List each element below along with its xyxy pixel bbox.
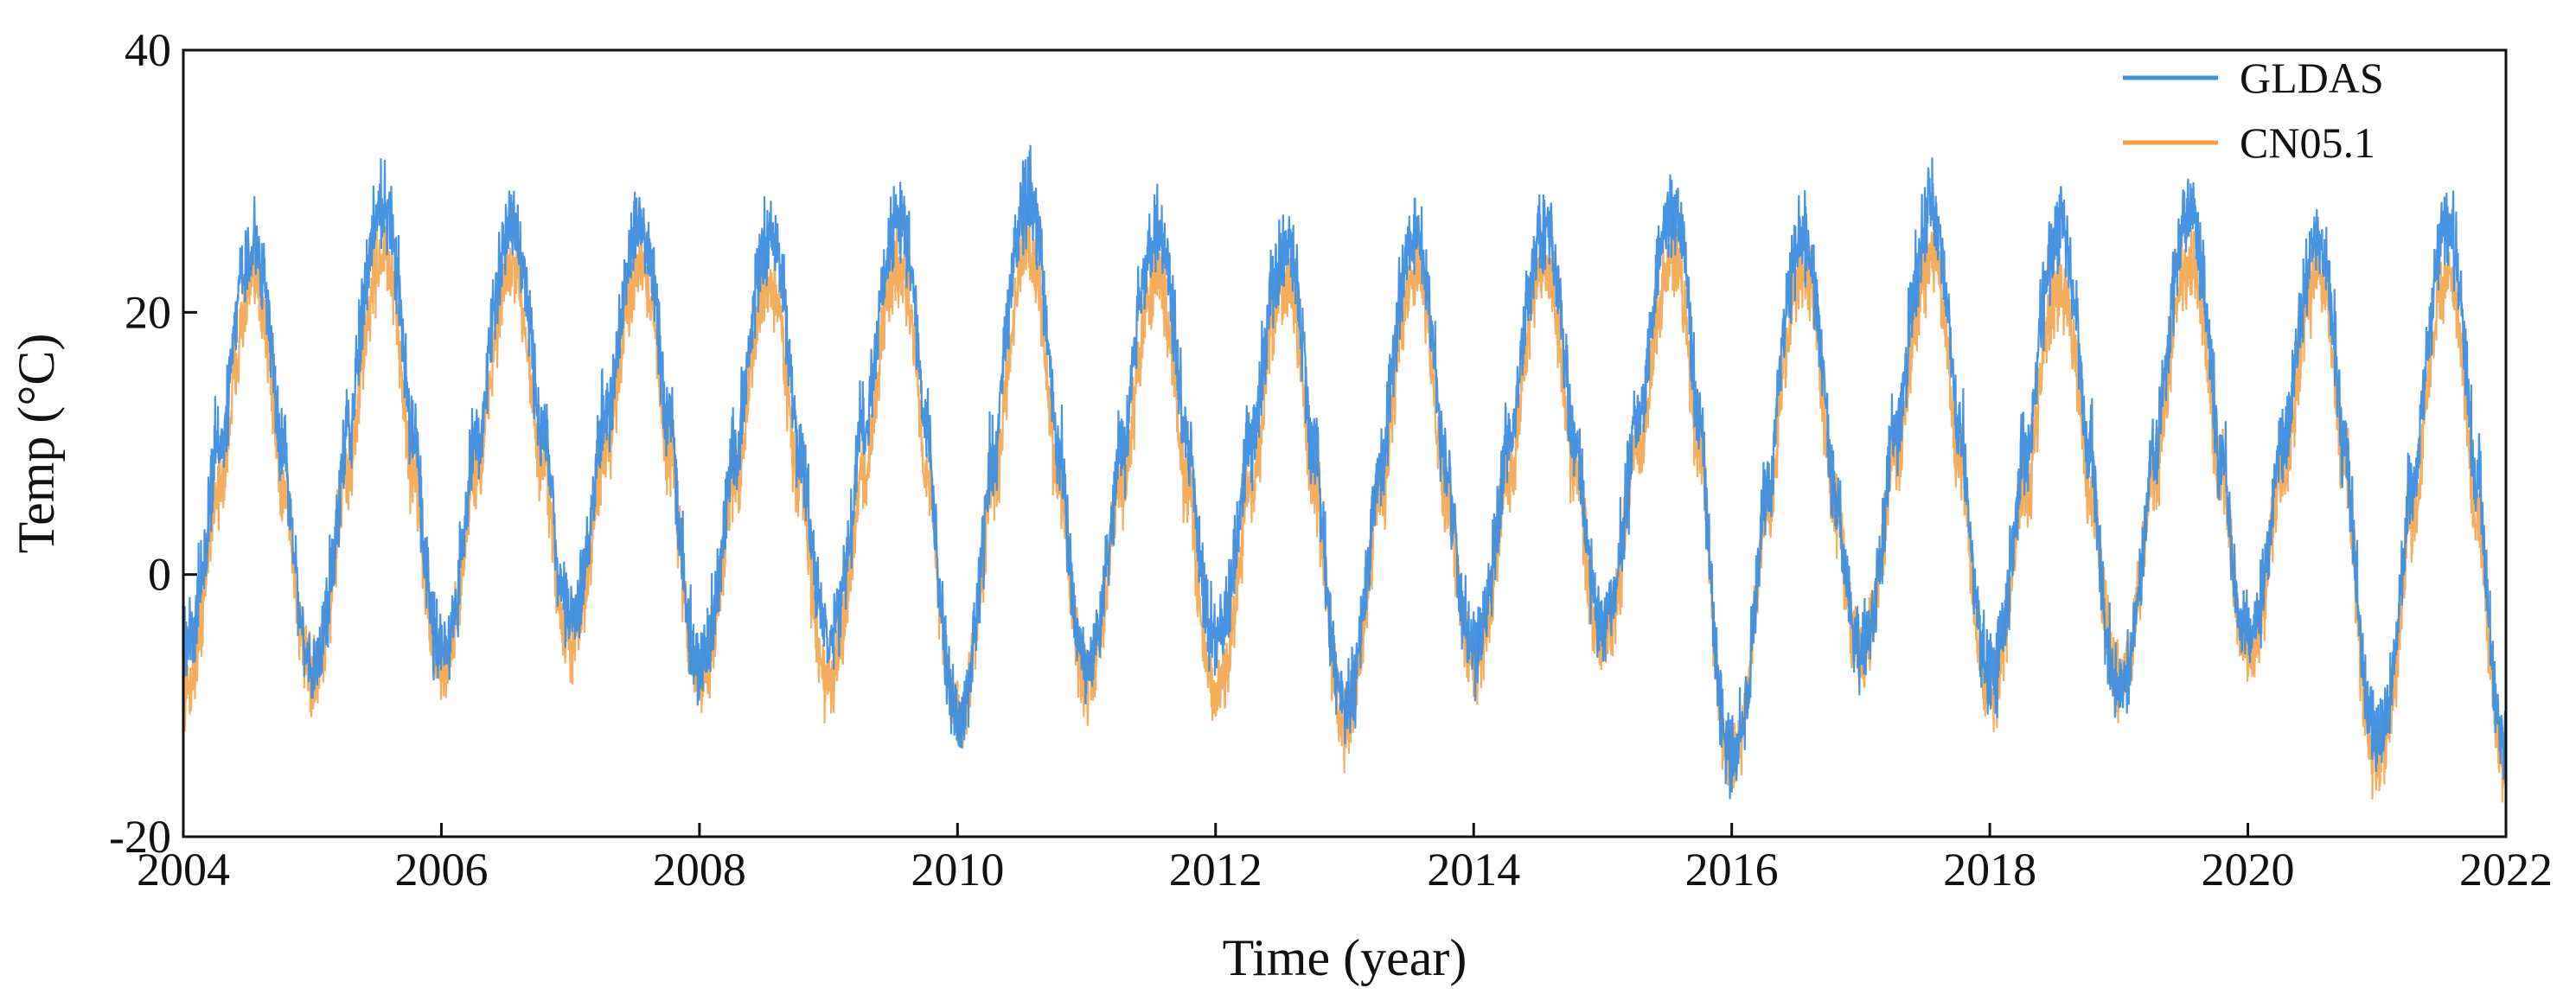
series-line-cn051 — [182, 201, 2508, 803]
y-tick-label: 20 — [125, 286, 171, 338]
plot-frame — [182, 48, 2508, 838]
x-axis-title: Time (year) — [1223, 929, 1467, 986]
x-tick-label: 2016 — [1685, 844, 1779, 895]
y-tick-label: 40 — [125, 24, 171, 76]
legend-label-gldas: GLDAS — [2240, 54, 2384, 102]
x-tick-label: 2004 — [137, 844, 230, 895]
x-tick-label: 2010 — [911, 844, 1004, 895]
x-tick-label: 2012 — [1169, 844, 1262, 895]
legend-label-cn051: CN05.1 — [2240, 118, 2375, 167]
y-tick-label: 0 — [148, 549, 171, 601]
series-layer — [182, 144, 2508, 803]
ticks-layer: 2004 2006 2008 2010 2012 2014 2016 2018 2020 2022… — [109, 24, 2553, 895]
y-axis-title: Temp (°C) — [8, 334, 65, 554]
x-tick-label: 2018 — [1943, 844, 2036, 895]
x-tick-label: 2020 — [2202, 844, 2295, 895]
x-tick-label: 2006 — [394, 844, 488, 895]
x-tick-label: 2022 — [2459, 844, 2553, 895]
x-tick-label: 2008 — [653, 844, 746, 895]
y-tick-label: -20 — [109, 811, 171, 863]
legend: GLDAS CN05.1 — [2123, 54, 2384, 167]
series-line-gldas — [182, 144, 2508, 800]
x-tick-label: 2014 — [1427, 844, 1520, 895]
